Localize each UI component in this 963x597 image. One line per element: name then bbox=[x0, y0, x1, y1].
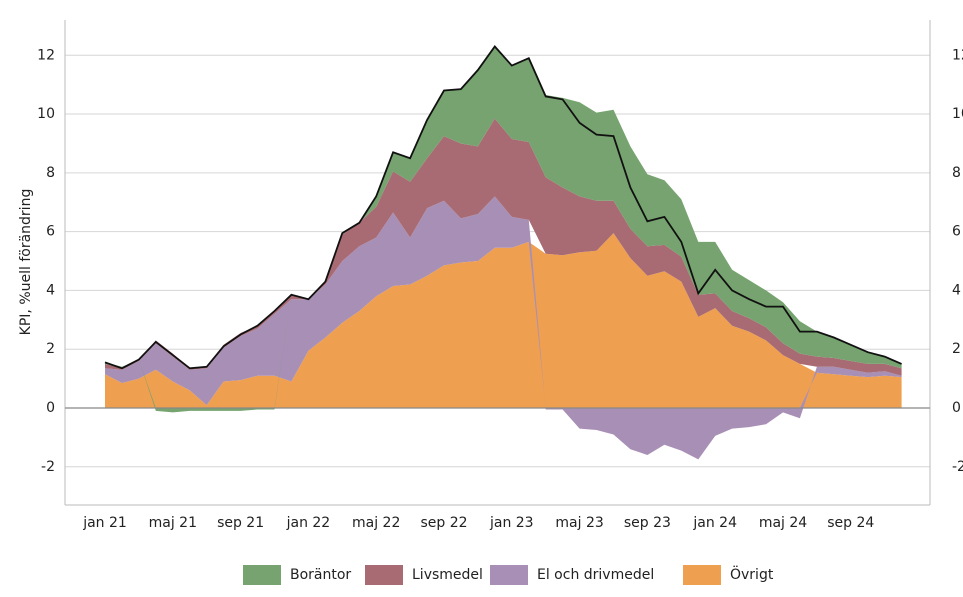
y2-tick-label: 6 bbox=[952, 224, 961, 240]
x-tick-label: jan 23 bbox=[489, 515, 534, 531]
legend-swatch bbox=[683, 565, 721, 585]
area bbox=[105, 233, 902, 408]
area bbox=[105, 46, 902, 413]
legend-label: Boräntor bbox=[290, 567, 351, 583]
y-tick-label: -2 bbox=[41, 459, 55, 475]
y-tick-label: 4 bbox=[46, 282, 55, 298]
y2-tick-label: 2 bbox=[952, 341, 961, 357]
legend-swatch bbox=[243, 565, 281, 585]
y-tick-label: 6 bbox=[46, 224, 55, 240]
y-tick-label: 0 bbox=[46, 400, 55, 416]
x-tick-label: maj 22 bbox=[352, 515, 400, 531]
x-tick-label: jan 22 bbox=[286, 515, 331, 531]
y-tick-label: 12 bbox=[37, 47, 55, 63]
x-tick-label: jan 21 bbox=[82, 515, 127, 531]
x-tick-label: sep 24 bbox=[827, 515, 874, 531]
x-tick-label: jan 24 bbox=[692, 515, 737, 531]
y2-tick-label: 4 bbox=[952, 282, 961, 298]
legend-label: Övrigt bbox=[730, 565, 774, 583]
y-tick-label: 8 bbox=[46, 165, 55, 181]
legend-label: El och drivmedel bbox=[537, 567, 654, 583]
y2-tick-label: 10 bbox=[952, 106, 963, 122]
x-tick-label: sep 21 bbox=[217, 515, 264, 531]
x-tick-label: maj 24 bbox=[759, 515, 807, 531]
legend-label: Livsmedel bbox=[412, 567, 483, 583]
y-tick-label: 10 bbox=[37, 106, 55, 122]
x-tick-label: sep 22 bbox=[420, 515, 467, 531]
y-axis-label: KPI, %uell förändring bbox=[18, 189, 34, 336]
x-tick-label: maj 23 bbox=[555, 515, 603, 531]
x-tick-label: maj 21 bbox=[149, 515, 197, 531]
y2-tick-label: 0 bbox=[952, 400, 961, 416]
y-tick-label: 2 bbox=[46, 341, 55, 357]
area bbox=[105, 118, 902, 376]
y2-tick-label: 12 bbox=[952, 47, 963, 63]
y2-tick-label: 8 bbox=[952, 165, 961, 181]
area bbox=[105, 196, 902, 460]
y2-tick-label: -2 bbox=[952, 459, 963, 475]
x-tick-label: sep 23 bbox=[624, 515, 671, 531]
legend-swatch bbox=[490, 565, 528, 585]
legend-swatch bbox=[365, 565, 403, 585]
total-line bbox=[104, 45, 902, 370]
